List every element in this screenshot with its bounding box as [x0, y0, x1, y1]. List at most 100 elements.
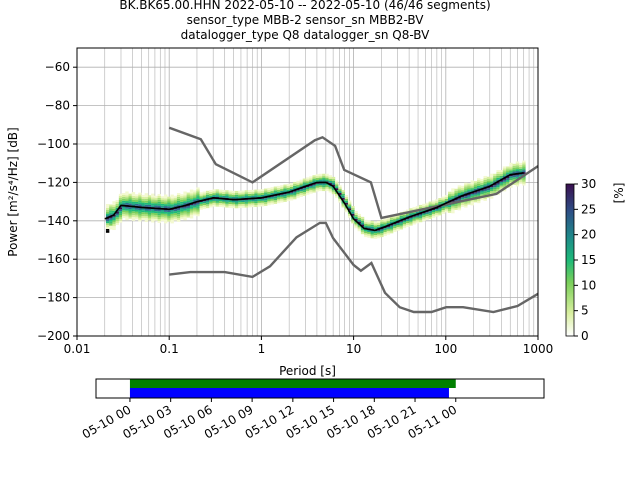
histogram-cell — [170, 211, 174, 214]
histogram-cell — [193, 200, 197, 202]
histogram-cell — [486, 195, 491, 198]
histogram-cell — [212, 202, 216, 205]
histogram-cell — [338, 185, 342, 188]
histogram-cell — [267, 201, 271, 204]
histogram-cell — [115, 215, 120, 218]
histogram-cell — [164, 200, 168, 203]
histogram-cell — [160, 205, 165, 208]
histogram-cell — [173, 199, 178, 202]
histogram-cell — [335, 188, 339, 191]
histogram-cell — [422, 209, 426, 212]
histogram-cell — [483, 183, 487, 186]
histogram-cell — [186, 200, 191, 203]
histogram-cell — [264, 200, 268, 203]
histogram-cell — [457, 191, 462, 194]
histogram-cell — [205, 196, 210, 199]
histogram-cell — [109, 210, 113, 213]
histogram-cell — [286, 195, 291, 198]
histogram-cell — [170, 221, 174, 224]
histogram-cell — [441, 206, 445, 209]
histogram-cell — [180, 211, 184, 214]
histogram-cell — [128, 212, 132, 215]
histogram-cell — [264, 194, 268, 197]
histogram-cell — [318, 183, 323, 186]
histogram-cell — [167, 215, 171, 218]
histogram-cell — [196, 197, 200, 199]
histogram-cell — [251, 195, 255, 198]
histogram-cell — [134, 217, 139, 220]
histogram-cell — [170, 219, 174, 222]
histogram-cell — [489, 196, 494, 199]
histogram-cell — [134, 211, 139, 214]
histogram-cell — [196, 210, 200, 213]
histogram-cell — [444, 197, 449, 199]
histogram-cell — [354, 226, 358, 229]
histogram-cell — [293, 181, 297, 184]
histogram-cell — [180, 213, 184, 216]
histogram-cell — [360, 220, 365, 223]
histogram-cell — [138, 219, 142, 222]
histogram-cell — [367, 230, 371, 232]
histogram-cell — [144, 212, 149, 215]
histogram-cell — [247, 195, 252, 198]
histogram-cell — [105, 219, 110, 222]
histogram-cell — [396, 224, 400, 227]
histogram-cell — [299, 189, 303, 192]
histogram-cell — [499, 172, 504, 175]
histogram-cell — [157, 194, 161, 197]
histogram-cell — [212, 193, 216, 196]
histogram-cell — [147, 195, 152, 198]
histogram-cell — [238, 196, 242, 199]
histogram-cell — [477, 199, 481, 202]
histogram-cell — [370, 222, 374, 225]
histogram-cell — [341, 195, 345, 198]
histogram-cell — [480, 190, 484, 193]
histogram-cell — [141, 202, 145, 205]
histogram-cell — [509, 176, 513, 179]
histogram-cell — [406, 221, 410, 224]
histogram-cell — [183, 210, 187, 213]
histogram-cell — [364, 221, 368, 224]
histogram-cell — [141, 212, 145, 215]
histogram-cell — [518, 162, 523, 165]
histogram-cell — [380, 221, 384, 224]
histogram-cell — [399, 217, 403, 220]
histogram-cell — [128, 197, 132, 200]
histogram-cell — [112, 224, 116, 227]
histogram-cell — [183, 191, 187, 194]
histogram-cell — [144, 210, 149, 213]
histogram-cell — [483, 189, 487, 192]
histogram-cell — [522, 162, 526, 165]
histogram-cell — [376, 220, 381, 223]
histogram-cell — [196, 214, 200, 217]
x-tick-label: 0.01 — [64, 342, 91, 356]
histogram-cell — [180, 201, 184, 204]
histogram-cell — [105, 215, 110, 218]
histogram-cell — [215, 195, 220, 198]
low-noise-model-line — [169, 221, 539, 314]
histogram-cell — [380, 235, 384, 238]
histogram-cell — [409, 208, 413, 211]
histogram-cell — [376, 236, 381, 239]
histogram-cell — [128, 193, 132, 196]
histogram-cell — [138, 204, 142, 207]
histogram-cell — [315, 189, 320, 192]
histogram-cell — [205, 204, 210, 207]
histogram-cell — [460, 189, 465, 192]
histogram-cell — [447, 197, 452, 200]
histogram-cell — [196, 193, 200, 196]
histogram-cell — [280, 198, 284, 201]
histogram-cell — [293, 185, 297, 188]
histogram-cell — [270, 187, 274, 190]
histogram-cell — [109, 223, 113, 226]
histogram-cell — [170, 215, 174, 218]
histogram-cell — [451, 211, 455, 214]
histogram-cell — [170, 200, 174, 203]
histogram-cell — [331, 182, 336, 185]
histogram-cell — [257, 202, 261, 205]
histogram-cell — [428, 211, 433, 214]
histogram-cell — [218, 193, 223, 196]
histogram-cell — [157, 213, 161, 216]
histogram-cell — [128, 216, 132, 219]
histogram-cell — [122, 216, 126, 219]
